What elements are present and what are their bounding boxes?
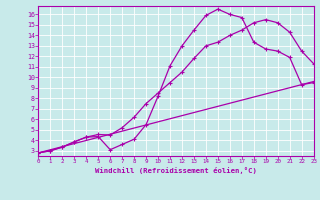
X-axis label: Windchill (Refroidissement éolien,°C): Windchill (Refroidissement éolien,°C) — [95, 167, 257, 174]
